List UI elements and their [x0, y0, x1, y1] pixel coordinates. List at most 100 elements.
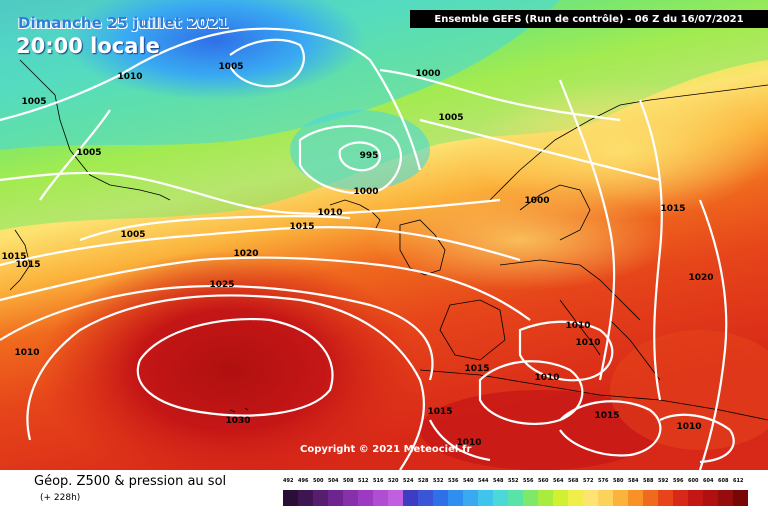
scale-tick-label: 600: [688, 478, 699, 484]
model-run-banner: Ensemble GEFS (Run de contrôle) - 06 Z d…: [410, 10, 768, 28]
copyright-text: Copyright © 2021 Meteociel.fr: [300, 444, 472, 455]
scale-tick-label: 584: [628, 478, 639, 484]
scale-swatch: [418, 490, 433, 506]
model-run-label: Ensemble GEFS (Run de contrôle) - 06 Z d…: [434, 13, 744, 25]
scale-tick-label: 492: [283, 478, 294, 484]
scale-tick-label: 540: [463, 478, 474, 484]
scale-tick-label: 552: [508, 478, 519, 484]
scale-tick-label: 496: [298, 478, 309, 484]
coast-scandinavia-south: [519, 184, 591, 241]
scale-tick-label: 548: [493, 478, 504, 484]
scale-tick-label: 556: [523, 478, 534, 484]
isobar-1015-east: [558, 79, 616, 381]
isobar-label: 1000: [524, 196, 549, 206]
scale-swatch: [703, 490, 718, 506]
coast-iceland: [329, 199, 381, 231]
coast-labrador: [9, 229, 31, 291]
isobar-1025-outer: [26, 294, 425, 470]
isobar-1010-med: [518, 320, 614, 382]
ridge-yellow: [470, 80, 768, 220]
coast-british-isles: [399, 219, 446, 276]
isobar-label: 1010: [676, 422, 701, 432]
isobar-1015-south: [559, 400, 662, 457]
scale-swatch: [628, 490, 643, 506]
isobar-label: 1020: [233, 249, 258, 259]
scale-tick-label: 500: [313, 478, 324, 484]
scale-swatch: [718, 490, 733, 506]
scale-tick-label: 580: [613, 478, 624, 484]
coast-italy: [559, 299, 601, 356]
isobars: [0, 27, 735, 470]
scale-swatch: [373, 490, 388, 506]
scale-swatch: [478, 490, 493, 506]
coast-north-africa: [419, 369, 768, 421]
legend-bar: Géop. Z500 & pression au sol (+ 228h) 49…: [0, 470, 768, 512]
isobar-label: 995: [360, 151, 379, 161]
scale-swatch: [583, 490, 598, 506]
scale-tick-label: 592: [658, 478, 669, 484]
isobar-label: 1010: [317, 208, 342, 218]
coast-iberia: [439, 299, 506, 361]
scale-swatch: [433, 490, 448, 506]
isobar-label: 1000: [415, 69, 440, 79]
isobar-label: 1010: [456, 438, 481, 448]
scale-swatch: [658, 490, 673, 506]
isobar-label: 1015: [15, 260, 40, 270]
coast-greenland: [19, 59, 171, 201]
isobar-1005-north: [0, 27, 422, 171]
scale-tick-label: 576: [598, 478, 609, 484]
scale-tick-label: 516: [373, 478, 384, 484]
isobar-1005-atlantic: [0, 171, 501, 215]
scale-tick-label: 544: [478, 478, 489, 484]
scale-tick-label: 564: [553, 478, 564, 484]
isobar-1015: [0, 226, 521, 267]
isobar-label: 1015: [1, 252, 26, 262]
field-label: Géop. Z500 & pression au sol: [34, 474, 227, 489]
scale-swatch: [523, 490, 538, 506]
scale-swatch: [403, 490, 418, 506]
scale-tick-label: 512: [358, 478, 369, 484]
isobar-1010-west: [39, 109, 111, 201]
geopotential-map: 1010 1005 1005 1000 1005 1005 995 1000 1…: [0, 0, 768, 470]
coast-continent: [499, 259, 641, 321]
isobar-1005-mid: [419, 118, 661, 182]
scale-tick-label: 560: [538, 478, 549, 484]
scale-swatch: [328, 490, 343, 506]
scale-swatch: [448, 490, 463, 506]
isobar-1010-south: [429, 419, 491, 462]
isobar-995-low: [338, 141, 381, 172]
isobar-1025: [0, 284, 434, 381]
scale-swatch: [553, 490, 568, 506]
isobar-label: 1005: [438, 113, 463, 123]
isobar-1005-low: [228, 38, 306, 88]
coast-scandinavia-north: [489, 84, 768, 201]
isobar-label: 1015: [427, 407, 452, 417]
high-south: [420, 390, 660, 470]
scale-tick-label: 532: [433, 478, 444, 484]
isobar-1010-atlantic: [79, 215, 351, 242]
isobar-1020-east: [638, 99, 663, 401]
scale-swatch: [643, 490, 658, 506]
isobar-label: 1005: [120, 230, 145, 240]
scale-tick-label: 596: [673, 478, 684, 484]
isobar-label: 1015: [289, 222, 314, 232]
isobar-label: 1010: [117, 72, 142, 82]
isobar-label: 1015: [594, 411, 619, 421]
isobar-1030: [136, 317, 334, 417]
scale-swatch: [508, 490, 523, 506]
scale-tick-label: 588: [643, 478, 654, 484]
scale-tick-label: 504: [328, 478, 339, 484]
scale-swatch: [358, 490, 373, 506]
scale-swatch: [298, 490, 313, 506]
scale-tick-label: 572: [583, 478, 594, 484]
scale-tick-label: 524: [403, 478, 414, 484]
isobar-1000-north: [379, 68, 621, 122]
forecast-date: Dimanche 25 juillet 2021: [18, 14, 229, 32]
isobar-label: 1010: [534, 373, 559, 383]
isobar-labels: 1010 1005 1005 1000 1005 1005 995 1000 1…: [1, 62, 713, 448]
scale-swatch: [343, 490, 358, 506]
scale-tick-label: 604: [703, 478, 714, 484]
isobar-1000-low: [298, 124, 402, 195]
isobar-label: 1020: [688, 273, 713, 283]
